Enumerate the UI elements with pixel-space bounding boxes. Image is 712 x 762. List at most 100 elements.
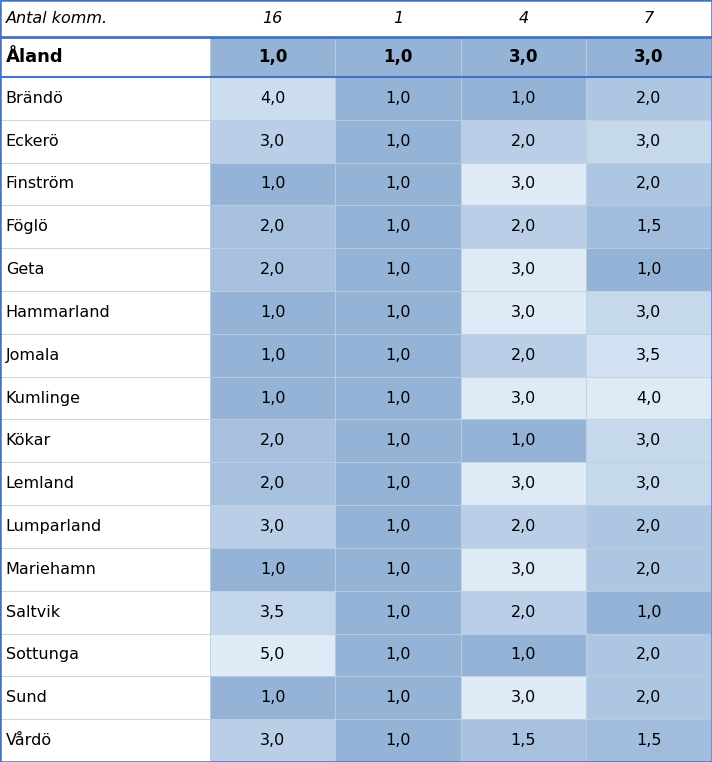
Bar (461, 334, 586, 376)
Bar (210, 677, 335, 719)
Text: 3,0: 3,0 (636, 434, 661, 448)
Bar (210, 376, 335, 420)
Bar (461, 248, 586, 291)
Text: 1,0: 1,0 (260, 391, 286, 405)
Text: 3,0: 3,0 (634, 48, 664, 66)
Text: 1,0: 1,0 (636, 605, 661, 620)
Bar (210, 206, 335, 248)
Text: Eckerö: Eckerö (6, 133, 59, 149)
Text: 1,5: 1,5 (511, 733, 536, 748)
Text: 3,0: 3,0 (636, 476, 661, 491)
Bar (210, 37, 335, 77)
Text: 2,0: 2,0 (511, 605, 536, 620)
Bar (0, 719, 210, 762)
Bar (210, 548, 335, 591)
Text: 1,0: 1,0 (385, 391, 411, 405)
Bar (461, 591, 586, 633)
Text: 3,5: 3,5 (636, 347, 661, 363)
Text: 2,0: 2,0 (636, 177, 661, 191)
Bar (461, 376, 586, 420)
Text: 3,0: 3,0 (511, 562, 536, 577)
Text: 4,0: 4,0 (260, 91, 286, 106)
Text: Antal komm.: Antal komm. (6, 11, 108, 26)
Text: 2,0: 2,0 (260, 262, 286, 277)
Text: 1,0: 1,0 (260, 177, 286, 191)
Bar (461, 677, 586, 719)
Bar (335, 463, 461, 505)
Text: 3,0: 3,0 (511, 262, 536, 277)
Text: 3,0: 3,0 (511, 476, 536, 491)
Bar (586, 248, 711, 291)
Text: 2,0: 2,0 (636, 690, 661, 706)
Text: 3,0: 3,0 (511, 391, 536, 405)
Text: Hammarland: Hammarland (6, 305, 110, 320)
Text: 1,0: 1,0 (636, 262, 661, 277)
Text: 1,0: 1,0 (383, 48, 413, 66)
Text: Geta: Geta (6, 262, 44, 277)
Text: 1,0: 1,0 (511, 434, 536, 448)
Bar (210, 719, 335, 762)
Text: 3,0: 3,0 (636, 305, 661, 320)
Text: 5,0: 5,0 (260, 648, 286, 662)
Text: 1,0: 1,0 (258, 48, 288, 66)
Bar (586, 548, 711, 591)
Text: Lemland: Lemland (6, 476, 75, 491)
Bar (586, 419, 711, 463)
Text: Kumlinge: Kumlinge (6, 391, 80, 405)
Bar (335, 719, 461, 762)
Text: 4,0: 4,0 (636, 391, 661, 405)
Bar (461, 162, 586, 206)
Bar (0, 419, 210, 463)
Bar (0, 505, 210, 548)
Bar (210, 248, 335, 291)
Text: 3,0: 3,0 (511, 690, 536, 706)
Text: 1,0: 1,0 (385, 519, 411, 534)
Text: 3,0: 3,0 (260, 733, 286, 748)
Bar (335, 633, 461, 677)
Bar (586, 376, 711, 420)
Text: 2,0: 2,0 (260, 219, 286, 234)
Bar (335, 419, 461, 463)
Bar (0, 463, 210, 505)
Text: Sund: Sund (6, 690, 46, 706)
Bar (586, 505, 711, 548)
Text: 16: 16 (263, 11, 283, 26)
Text: 1,5: 1,5 (636, 219, 661, 234)
Text: 2,0: 2,0 (511, 219, 536, 234)
Bar (335, 37, 461, 77)
Text: 2,0: 2,0 (636, 91, 661, 106)
Text: 2,0: 2,0 (511, 133, 536, 149)
Bar (335, 591, 461, 633)
Text: 2,0: 2,0 (636, 519, 661, 534)
Bar (0, 376, 210, 420)
Text: Sottunga: Sottunga (6, 648, 79, 662)
Bar (335, 505, 461, 548)
Bar (461, 505, 586, 548)
Text: 1,5: 1,5 (636, 733, 661, 748)
Text: Jomala: Jomala (6, 347, 60, 363)
Text: 1,0: 1,0 (385, 562, 411, 577)
Text: 1,0: 1,0 (260, 690, 286, 706)
Bar (335, 376, 461, 420)
Bar (461, 206, 586, 248)
Text: 1,0: 1,0 (385, 262, 411, 277)
Bar (461, 719, 586, 762)
Text: 1: 1 (393, 11, 403, 26)
Text: 1,0: 1,0 (385, 690, 411, 706)
Text: Åland: Åland (6, 48, 63, 66)
Bar (335, 120, 461, 162)
Bar (335, 334, 461, 376)
Text: 1,0: 1,0 (385, 305, 411, 320)
Bar (461, 120, 586, 162)
Bar (586, 206, 711, 248)
Bar (0, 162, 210, 206)
Text: Kökar: Kökar (6, 434, 51, 448)
Text: 1,0: 1,0 (385, 605, 411, 620)
Text: 1,0: 1,0 (511, 91, 536, 106)
Text: 2,0: 2,0 (636, 562, 661, 577)
Text: 3,0: 3,0 (636, 133, 661, 149)
Bar (461, 291, 586, 334)
Text: 3,0: 3,0 (508, 48, 538, 66)
Text: 3,0: 3,0 (260, 519, 286, 534)
Bar (586, 633, 711, 677)
